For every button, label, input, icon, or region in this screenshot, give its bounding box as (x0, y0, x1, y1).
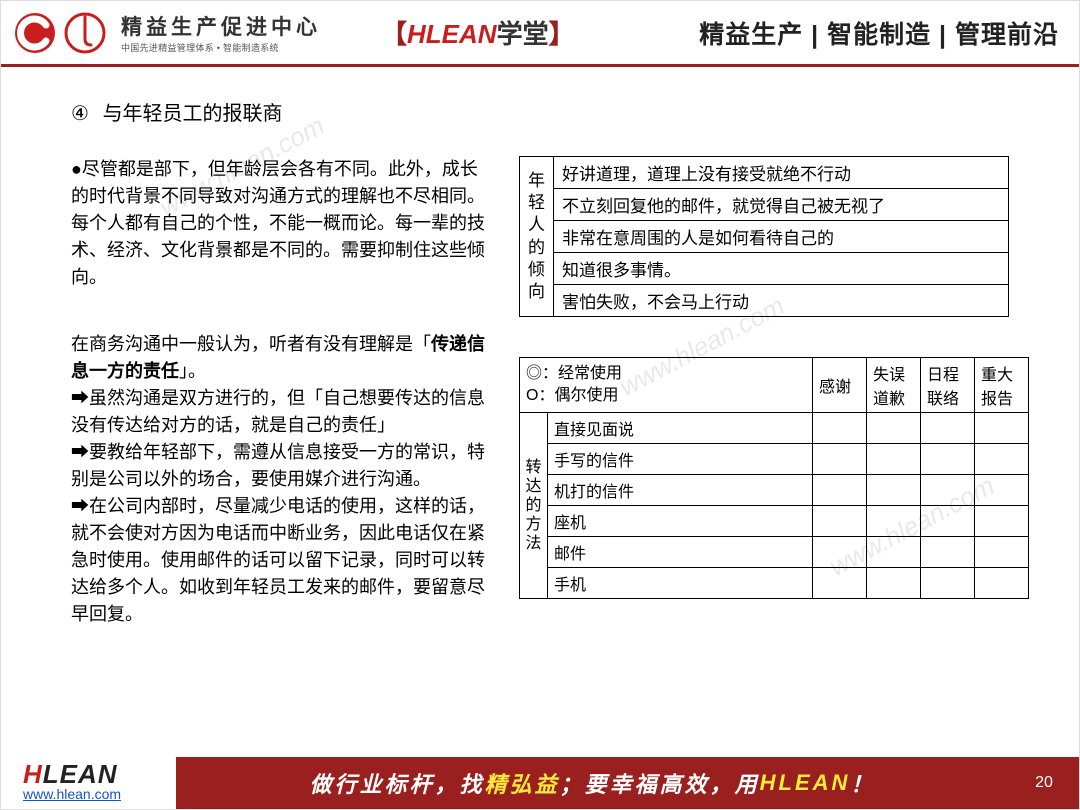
table1-row-2: 非常在意周围的人是如何看待自己的 (554, 221, 1009, 253)
paragraph-2: 在商务沟通中一般认为，听者有没有理解是「传递信息一方的责任」。 ➡虽然沟通是双方… (71, 331, 489, 628)
content: ④ 与年轻员工的报联商 ●尽管都是部下，但年龄层会各有不同。此外，成长的时代背景… (1, 67, 1079, 747)
hlean-school-title: 【HLEAN学堂】 (381, 14, 575, 51)
footer-slogan: 做行业标杆，找精弘益；要幸福高效，用HLEAN！ (176, 757, 1009, 809)
table2-col-1: 失误道歉 (867, 358, 921, 413)
hlean-text: HLEAN (407, 19, 497, 49)
left-column: ●尽管都是部下，但年龄层会各有不同。此外，成长的时代背景不同导致对沟通方式的理解… (71, 156, 489, 628)
table1-row-0: 好讲道理，道理上没有接受就绝不行动 (554, 157, 1009, 189)
table2-row-5: 手机 (548, 568, 813, 599)
logo-c-icon (13, 11, 57, 55)
logo-text: 精益生产促进中心 中国先进精益管理体系 • 智能制造系统 (121, 11, 321, 54)
nav-text: 精益生产 | 智能制造 | 管理前沿 (699, 15, 1059, 51)
right-column: 年轻人的倾向 好讲道理，道理上没有接受就绝不行动 不立刻回复他的邮件，就觉得自己… (519, 156, 1029, 599)
p2-lead-b: 」。 (179, 361, 206, 381)
table2-row-3: 座机 (548, 506, 813, 537)
section-title: ④ 与年轻员工的报联商 (71, 97, 1029, 126)
table2-vheader: 转达的方法 (520, 413, 548, 599)
table2-row-0: 直接见面说 (548, 413, 813, 444)
section-num: ④ (71, 101, 97, 126)
table1-row-3: 知道很多事情。 (554, 253, 1009, 285)
footer-left: HLEAN www.hlean.com (1, 757, 176, 809)
p2-line-1: ➡要教给年轻部下，需遵从信息接受一方的常识，特别是公司以外的场合，要使用媒介进行… (71, 439, 489, 493)
footer-url: www.hlean.com (23, 786, 176, 802)
p2-line-2: ➡在公司内部时，尽量减少电话的使用，这样的话，就不会使对方因为电话而中断业务，因… (71, 493, 489, 628)
table1-row-1: 不立刻回复他的邮件，就觉得自己被无视了 (554, 189, 1009, 221)
table2-row-2: 机打的信件 (548, 475, 813, 506)
slogan-b: ；要幸福高效，用 (560, 767, 760, 799)
table1-vheader: 年轻人的倾向 (520, 157, 554, 317)
slogan-a: 做行业标杆，找 (310, 767, 485, 799)
bracket-l: 【 (381, 19, 407, 49)
bracket-r: 】 (549, 19, 575, 49)
table1-row-4: 害怕失败，不会马上行动 (554, 285, 1009, 317)
table2-col-0: 感谢 (813, 358, 867, 413)
footer: HLEAN www.hlean.com 做行业标杆，找精弘益；要幸福高效，用HL… (1, 757, 1079, 809)
header: 精益生产促进中心 中国先进精益管理体系 • 智能制造系统 【HLEAN学堂】 精… (1, 1, 1079, 67)
page-number: 20 (1009, 757, 1079, 809)
table2-row-1: 手写的信件 (548, 444, 813, 475)
paragraph-1: ●尽管都是部下，但年龄层会各有不同。此外，成长的时代背景不同导致对沟通方式的理解… (71, 156, 489, 291)
table2-row-4: 邮件 (548, 537, 813, 568)
tendencies-table: 年轻人的倾向 好讲道理，道理上没有接受就绝不行动 不立刻回复他的邮件，就觉得自己… (519, 156, 1009, 317)
logo-group: 精益生产促进中心 中国先进精益管理体系 • 智能制造系统 (13, 11, 321, 55)
logo-main: 精益生产促进中心 (121, 11, 321, 41)
logo-ring-icon (63, 11, 107, 55)
logo-sub: 中国先进精益管理体系 • 智能制造系统 (121, 41, 321, 54)
slogan-c: ！ (850, 767, 875, 799)
slogan-y1: 精弘益 (485, 767, 560, 799)
methods-table: ◎：经常使用O：偶尔使用 感谢 失误道歉 日程联络 重大报告 转达的方法 直接见… (519, 357, 1029, 599)
section-text: 与年轻员工的报联商 (103, 103, 283, 125)
p2-lead-a: 在商务沟通中一般认为，听者有没有理解是「 (71, 334, 431, 354)
table2-col-3: 重大报告 (975, 358, 1029, 413)
xuetang-text: 学堂 (497, 19, 549, 49)
slogan-y2: HLEAN (760, 770, 851, 796)
table2-col-2: 日程联络 (921, 358, 975, 413)
p2-line-0: ➡虽然沟通是双方进行的，但「自己想要传达的信息没有传达给对方的话，就是自己的责任… (71, 385, 489, 439)
table2-legend: ◎：经常使用O：偶尔使用 (520, 358, 813, 413)
